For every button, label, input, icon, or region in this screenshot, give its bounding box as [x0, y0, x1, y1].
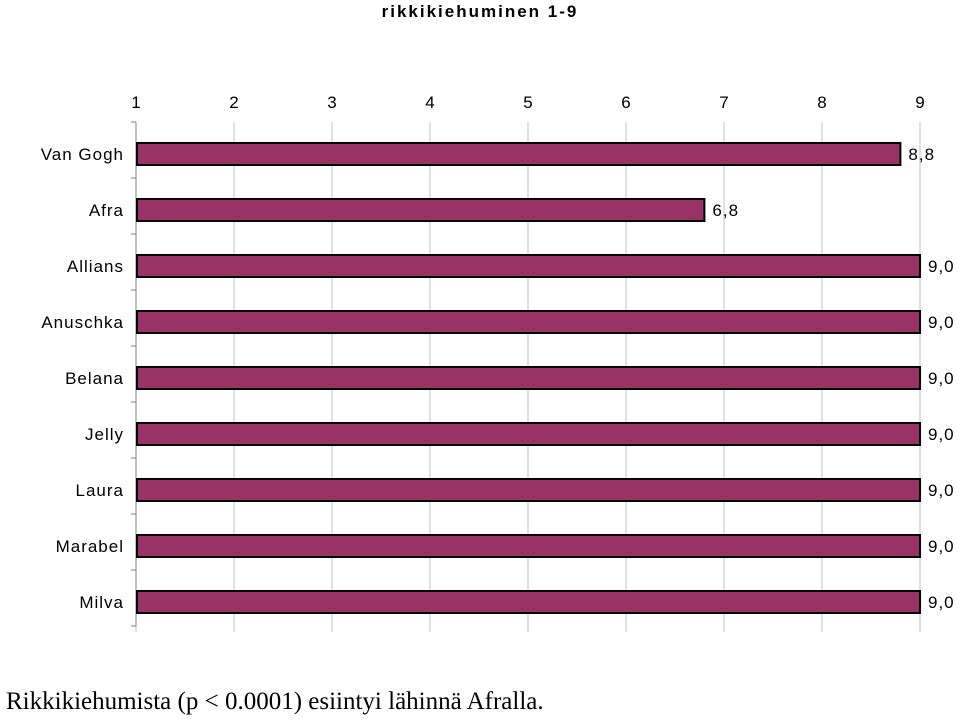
category-label: Laura: [76, 481, 124, 500]
labels: Van Gogh 8,8 Afra 6,8 Allians 9,0 Anuschka 9,0 B…: [41, 145, 955, 612]
category-label: Anuschka: [41, 313, 124, 332]
chart-caption: Rikkikiehumista (p < 0.0001) esiintyi lä…: [6, 688, 544, 715]
data-label: 6,8: [712, 201, 739, 220]
data-label: 9,0: [928, 369, 955, 388]
data-label: 9,0: [928, 537, 955, 556]
data-label: 9,0: [928, 313, 955, 332]
x-tick-label: 9: [915, 93, 924, 112]
x-tick-label: 2: [229, 93, 238, 112]
category-label: Afra: [89, 201, 124, 220]
bar: [136, 422, 921, 446]
category-label: Van Gogh: [41, 145, 124, 164]
x-tick-label: 3: [327, 93, 336, 112]
x-tick-label: 5: [523, 93, 532, 112]
data-label: 8,8: [908, 145, 935, 164]
bar: [136, 366, 921, 390]
bar: [136, 310, 921, 334]
x-tick-label: 1: [131, 93, 140, 112]
bar: [136, 478, 921, 502]
category-label: Allians: [67, 257, 124, 276]
bar-chart: 1 2 3 4 5 6 7 8 9 Van Gogh 8,8 Afra 6,8 Allians 9,0 An…: [41, 93, 955, 632]
data-label: 9,0: [928, 257, 955, 276]
category-label: Marabel: [56, 537, 124, 556]
x-tick-label: 6: [621, 93, 630, 112]
bar: [136, 534, 921, 558]
category-label: Jelly: [85, 425, 124, 444]
category-label: Belana: [65, 369, 124, 388]
x-axis-ticks: 1 2 3 4 5 6 7 8 9: [131, 93, 924, 112]
chart-title: rikkikiehuminen 1-9: [381, 2, 579, 21]
bar: [136, 590, 921, 614]
category-label: Milva: [79, 593, 124, 612]
bar: [136, 254, 921, 278]
bar: [136, 198, 706, 222]
x-tick-label: 7: [719, 93, 728, 112]
y-axis: [131, 121, 137, 627]
data-label: 9,0: [928, 481, 955, 500]
x-tick-label: 4: [425, 93, 434, 112]
data-label: 9,0: [928, 425, 955, 444]
x-tick-label: 8: [817, 93, 826, 112]
bars: [136, 142, 921, 614]
data-label: 9,0: [928, 593, 955, 612]
bar: [136, 142, 902, 166]
